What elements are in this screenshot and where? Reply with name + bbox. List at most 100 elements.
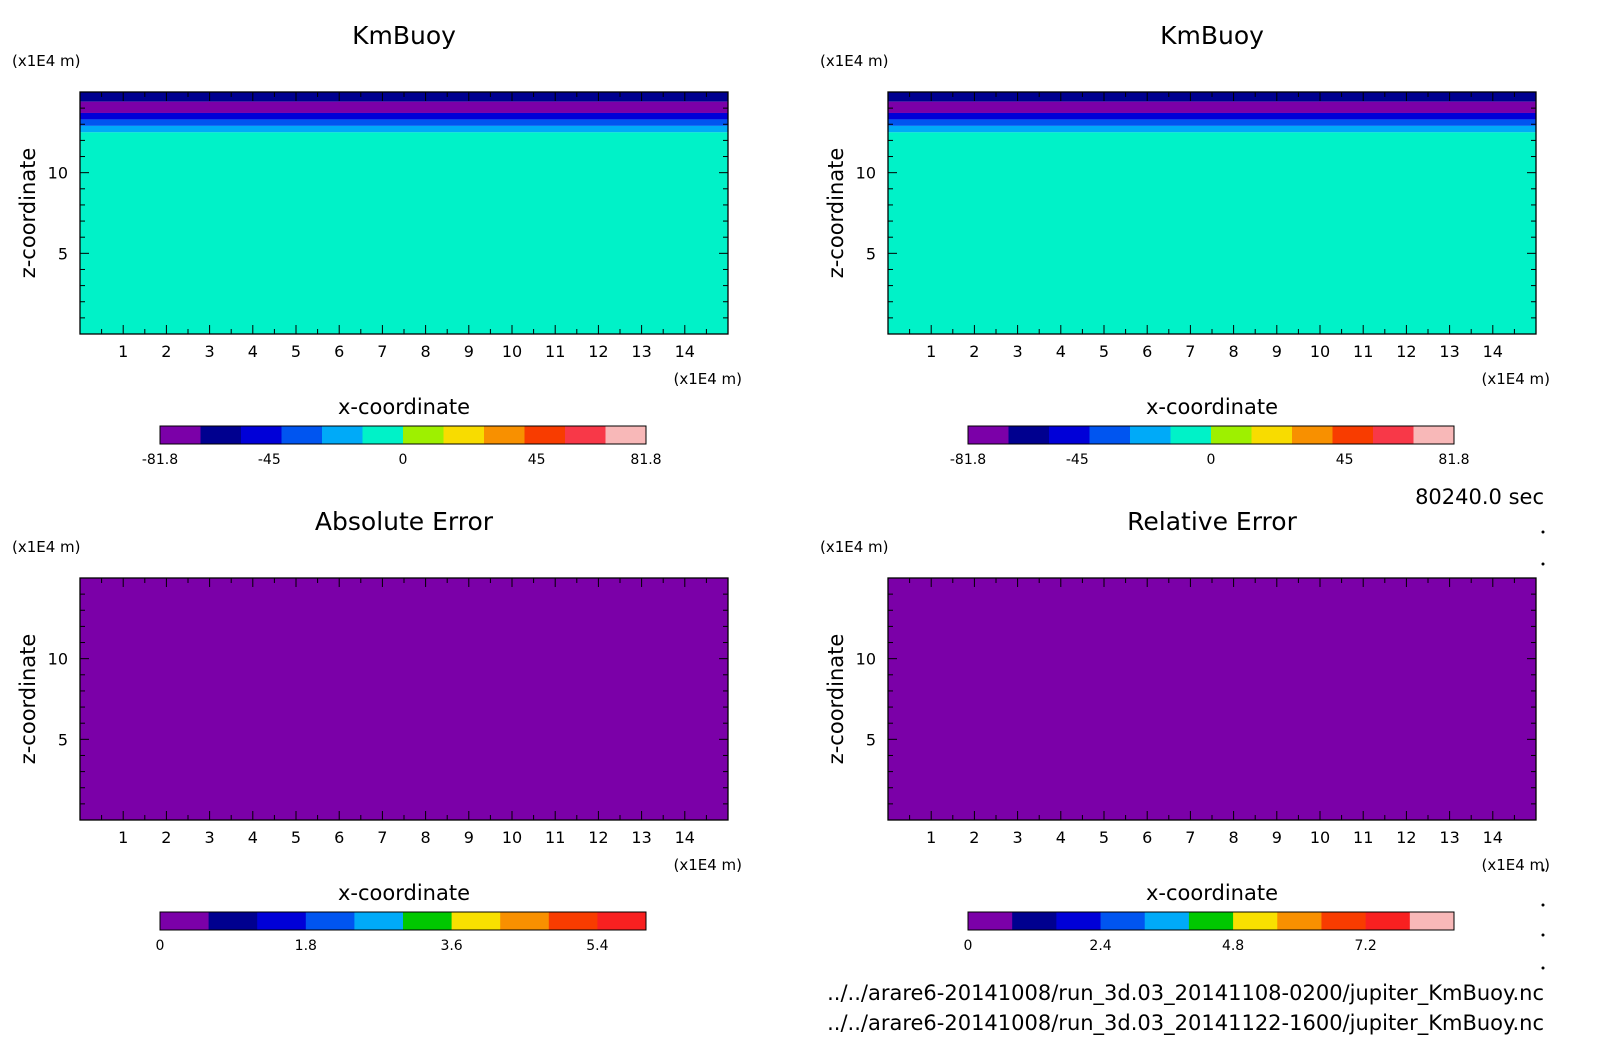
colorbar-swatch (443, 426, 485, 444)
colorbar-tick-label: 81.8 (1438, 452, 1469, 468)
time-label: 80240.0 sec (1415, 485, 1544, 509)
x-unit-label: (x1E4 m) (1481, 370, 1550, 388)
x-tick-label: 9 (464, 828, 474, 847)
colorbar-swatch (1012, 912, 1057, 930)
y-tick-label: 10 (48, 164, 68, 183)
colorbar-swatch (597, 912, 647, 930)
colorbar-tick-label: 0 (964, 938, 973, 954)
colorbar-swatch (1056, 912, 1102, 930)
colorbar-swatch (403, 426, 444, 444)
x-tick-label: 7 (1185, 828, 1195, 847)
y-tick-label: 10 (48, 650, 68, 669)
field-band (888, 119, 1536, 126)
colorbar-swatch (322, 426, 363, 444)
colorbar-tick-label: 5.4 (586, 938, 608, 954)
colorbar-tick-label: 2.4 (1089, 938, 1111, 954)
colorbar-swatch (1211, 426, 1252, 444)
colorbar-swatch (354, 912, 404, 930)
colorbar-swatch (160, 912, 210, 930)
colorbar-swatch (1277, 912, 1322, 930)
colorbar-swatch (1321, 912, 1367, 930)
field-band (80, 101, 728, 113)
colorbar-swatch (1365, 912, 1411, 930)
x-axis-label: x-coordinate (338, 395, 470, 419)
colorbar-tick-label: 45 (528, 452, 546, 468)
x-tick-label: 14 (675, 828, 695, 847)
y-axis-label: z-coordinate (824, 148, 848, 279)
x-axis-label: x-coordinate (1146, 881, 1278, 905)
x-tick-label: 3 (1013, 828, 1023, 847)
colorbar-tick-label: 0 (1207, 452, 1216, 468)
y-tick-label: 5 (866, 244, 876, 263)
colorbar-swatch (524, 426, 566, 444)
colorbar-swatch (1049, 426, 1090, 444)
x-tick-label: 5 (1099, 342, 1109, 361)
colorbar-swatch (1292, 426, 1333, 444)
y-tick-label: 5 (58, 244, 68, 263)
x-tick-label: 11 (545, 342, 565, 361)
x-tick-label: 7 (1185, 342, 1195, 361)
colorbar-swatch (1413, 426, 1455, 444)
colorbar-frame (159, 425, 647, 445)
colorbar-swatch (362, 426, 404, 444)
x-tick-label: 5 (291, 828, 301, 847)
field-band (888, 101, 1536, 113)
colorbar-swatch (208, 912, 258, 930)
colorbar: -81.8 -45 0 45 81.8 (950, 425, 1470, 468)
y-tick-label: 5 (866, 730, 876, 749)
x-tick-label: 14 (1483, 828, 1503, 847)
colorbar-swatch (548, 912, 598, 930)
colorbar-swatch (1373, 426, 1414, 444)
colorbar-tick-label: 3.6 (440, 938, 462, 954)
colorbar-swatch (1251, 426, 1293, 444)
field-band (80, 119, 728, 126)
field-band (80, 112, 728, 120)
x-tick-label: 6 (1142, 342, 1152, 361)
x-tick-label: 4 (1056, 342, 1066, 361)
x-tick-label: 13 (631, 342, 651, 361)
colorbar-frame (159, 911, 647, 931)
y-tick-label: 10 (856, 164, 876, 183)
x-tick-label: 5 (291, 342, 301, 361)
colorbar: -81.8 -45 0 45 81.8 (142, 425, 662, 468)
field-band (888, 578, 1536, 820)
y-axis-label: z-coordinate (824, 634, 848, 765)
panel-title: Relative Error (1127, 507, 1297, 536)
x-tick-label: 1 (118, 342, 128, 361)
panel-4: Relative Error (x1E4 m) (x1E4 m) x-coordina… (820, 507, 1550, 954)
colorbar-swatch (257, 912, 307, 930)
field-band (80, 132, 728, 334)
colorbar-swatch (484, 426, 525, 444)
x-tick-label: 1 (926, 342, 936, 361)
x-tick-label: 10 (1310, 828, 1330, 847)
colorbar-swatch (565, 426, 606, 444)
colorbar-tick-label: -81.8 (950, 452, 986, 468)
x-tick-label: 1 (118, 828, 128, 847)
x-tick-label: 10 (1310, 342, 1330, 361)
colorbar-swatch (241, 426, 282, 444)
x-axis-label: x-coordinate (1146, 395, 1278, 419)
colorbar-tick-label: 81.8 (630, 452, 661, 468)
field-band (80, 578, 728, 820)
colorbar-frame (967, 911, 1455, 931)
colorbar-swatch (1409, 912, 1455, 930)
x-unit-label: (x1E4 m) (673, 370, 742, 388)
field-band (888, 112, 1536, 120)
colorbar-swatch (500, 912, 550, 930)
colorbar-swatch (160, 426, 201, 444)
colorbar-tick-label: -81.8 (142, 452, 178, 468)
colorbar-swatch (1144, 912, 1190, 930)
colorbar-swatch (1130, 426, 1171, 444)
x-tick-label: 3 (1013, 342, 1023, 361)
colorbar-tick-label: 4.8 (1222, 938, 1244, 954)
y-unit-label: (x1E4 m) (820, 538, 889, 556)
x-tick-label: 10 (502, 342, 522, 361)
colorbar-tick-label: 0 (156, 938, 165, 954)
x-tick-label: 8 (1229, 342, 1239, 361)
colorbar-swatch (1188, 912, 1234, 930)
x-tick-label: 4 (248, 342, 258, 361)
x-tick-label: 12 (588, 342, 608, 361)
y-unit-label: (x1E4 m) (12, 52, 81, 70)
stray-dots (1541, 530, 1545, 970)
